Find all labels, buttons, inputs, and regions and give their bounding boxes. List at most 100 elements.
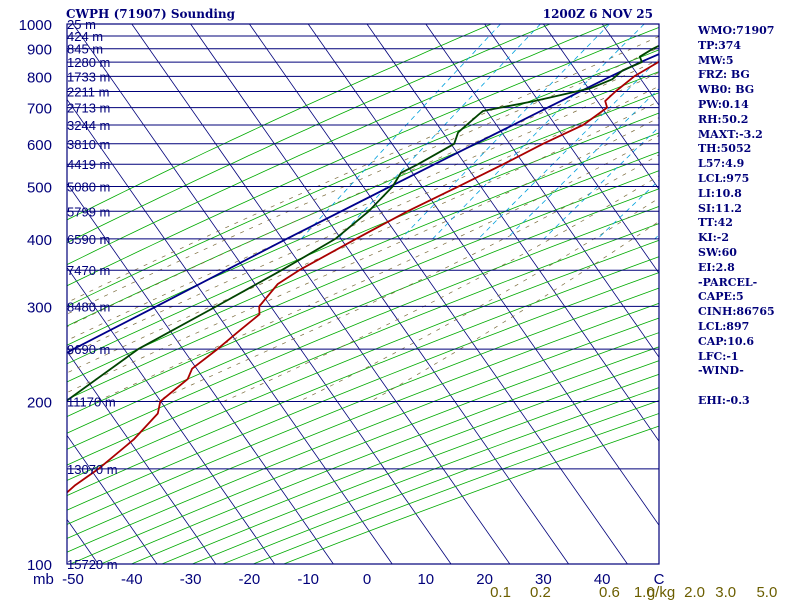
plot-frame — [66, 23, 660, 565]
stats-line: WMO:71907 — [698, 24, 775, 37]
stats-line: MAXT:-3.2 — [698, 127, 763, 141]
temperature-tick-label: 40 — [594, 571, 611, 588]
dry-adiabat-line — [67, 132, 659, 383]
stats-line: TT:42 — [698, 216, 733, 230]
height-label: 11170 m — [67, 394, 116, 409]
pressure-label: 700 — [27, 101, 52, 118]
isotherm-line — [67, 98, 393, 564]
isotherm-line — [67, 266, 275, 564]
pressure-label: 400 — [27, 232, 52, 249]
mixing-ratio-line — [506, 88, 659, 240]
stats-line: -WIND- — [698, 364, 744, 378]
dry-adiabat-line — [67, 112, 659, 365]
mixing-ratio-line — [400, 24, 610, 240]
height-label: 2211 m — [67, 84, 109, 99]
isotherm-line — [190, 24, 569, 564]
mixing-ratio-unit-label: g/kg — [647, 584, 675, 600]
mixing-ratio-line — [337, 24, 541, 240]
dry-adiabat-line — [67, 206, 659, 450]
height-label: 5799 m — [67, 204, 110, 219]
height-label: 15720 m — [67, 557, 118, 572]
profile-layer — [67, 44, 659, 494]
stats-line: SW:60 — [698, 245, 737, 259]
grid-layer — [67, 24, 659, 564]
pressure-label: 500 — [27, 180, 52, 197]
isotherm-line — [249, 24, 628, 564]
height-label: 4419 m — [67, 157, 110, 172]
temperature-trace — [67, 60, 659, 494]
isotherm-line — [67, 350, 217, 564]
temperature-tick-label: 0 — [363, 571, 371, 588]
dry-adiabat-line — [67, 256, 659, 496]
isotherm-line — [67, 182, 334, 564]
pressure-label: 900 — [27, 42, 52, 59]
stats-line: KI:-2 — [698, 231, 729, 245]
stats-line: EI:2.8 — [698, 260, 735, 274]
height-label: 25 m — [67, 17, 96, 32]
stats-line: LCL:897 — [698, 319, 750, 333]
stats-line: FRZ: BG — [698, 68, 750, 82]
isotherm-line — [543, 24, 659, 190]
stats-line: CINH:86765 — [698, 305, 775, 319]
pressure-label: 100 — [27, 557, 52, 574]
stats-line: RH:50.2 — [698, 112, 749, 126]
pressure-label: 600 — [27, 137, 52, 154]
stats-panel: WMO:71907 TP:374 MW:5 FRZ: BG WB0: BG PW:0.14… — [698, 24, 798, 409]
parcel-trace — [67, 53, 659, 354]
stats-line: LI:10.8 — [698, 186, 742, 200]
temperature-tick-label: 10 — [417, 571, 434, 588]
mixing-ratio-label: 0.2 — [530, 584, 551, 600]
dry-adiabat-line — [67, 287, 659, 525]
stats-line — [698, 379, 798, 394]
dewpoint-trace — [67, 44, 659, 402]
height-label: 424 m — [67, 29, 103, 44]
pressure-label: 800 — [27, 69, 52, 86]
moist-adiabat-line — [67, 117, 659, 393]
isotherm-line — [425, 24, 659, 358]
temperature-tick-label: 30 — [535, 571, 552, 588]
height-label: 9690 m — [67, 342, 110, 357]
chart-title: CWPH (71907) Sounding — [66, 7, 236, 21]
dry-adiabat-line — [67, 223, 659, 466]
height-label: 3810 m — [67, 137, 110, 152]
temperature-tick-label: -10 — [297, 571, 319, 588]
stats-line: TP:374 — [698, 38, 742, 52]
isotherm-line — [484, 24, 659, 274]
moist-adiabat-line — [96, 135, 659, 402]
height-label: 13070 m — [67, 462, 118, 477]
temperature-tick-label: 20 — [476, 571, 493, 588]
pressure-label: 1000 — [19, 17, 52, 34]
dry-adiabat-line — [67, 272, 659, 511]
stats-line: -PARCEL- — [698, 275, 758, 289]
moist-adiabat-line — [67, 85, 659, 357]
isotherm-line — [307, 24, 659, 526]
mixing-ratio-label: 3.0 — [715, 584, 736, 600]
isotherm-line — [67, 434, 158, 564]
stats-line: LCL:975 — [698, 171, 750, 185]
mixing-ratio-label: 5.0 — [756, 584, 777, 600]
temperature-tick-label: -30 — [180, 571, 202, 588]
stats-line: MW:5 — [698, 53, 734, 67]
height-label: 5080 m — [67, 180, 110, 195]
dry-adiabat-line — [67, 317, 659, 553]
stats-line: PW:0.14 — [698, 97, 749, 111]
height-label: 6590 m — [67, 232, 110, 247]
height-label: 1280 m — [67, 55, 110, 70]
height-label: 8480 m — [67, 299, 110, 314]
isotherm-line — [366, 24, 659, 442]
dry-adiabat-line — [67, 151, 659, 400]
stats-line: CAP:10.6 — [698, 334, 755, 348]
height-label: 1733 m — [67, 69, 110, 84]
temperature-unit-label: C — [654, 571, 665, 588]
stats-line: WB0: BG — [698, 83, 755, 97]
mixing-ratio-label: 1.0 — [634, 584, 655, 600]
pressure-label: 200 — [27, 394, 52, 411]
dry-adiabat-line — [67, 188, 659, 434]
stats-line: LFC:-1 — [698, 349, 739, 363]
mixing-ratio-label: 0.1 — [490, 584, 511, 600]
height-label: 2713 m — [67, 101, 110, 116]
stats-line: TH:5052 — [698, 142, 752, 156]
